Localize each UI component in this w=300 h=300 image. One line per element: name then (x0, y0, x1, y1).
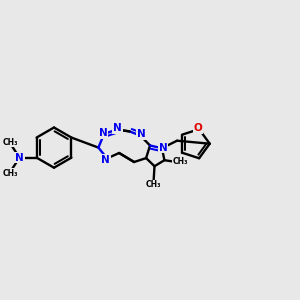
Text: O: O (194, 123, 202, 133)
Text: N: N (158, 142, 167, 153)
Text: N: N (101, 154, 110, 165)
Text: N: N (113, 123, 122, 133)
Text: CH₃: CH₃ (146, 180, 161, 189)
Text: N: N (98, 128, 107, 138)
Text: N: N (137, 129, 146, 139)
Text: CH₃: CH₃ (2, 169, 18, 178)
Text: N: N (15, 153, 24, 163)
Text: CH₃: CH₃ (172, 158, 188, 166)
Text: CH₃: CH₃ (2, 137, 18, 147)
